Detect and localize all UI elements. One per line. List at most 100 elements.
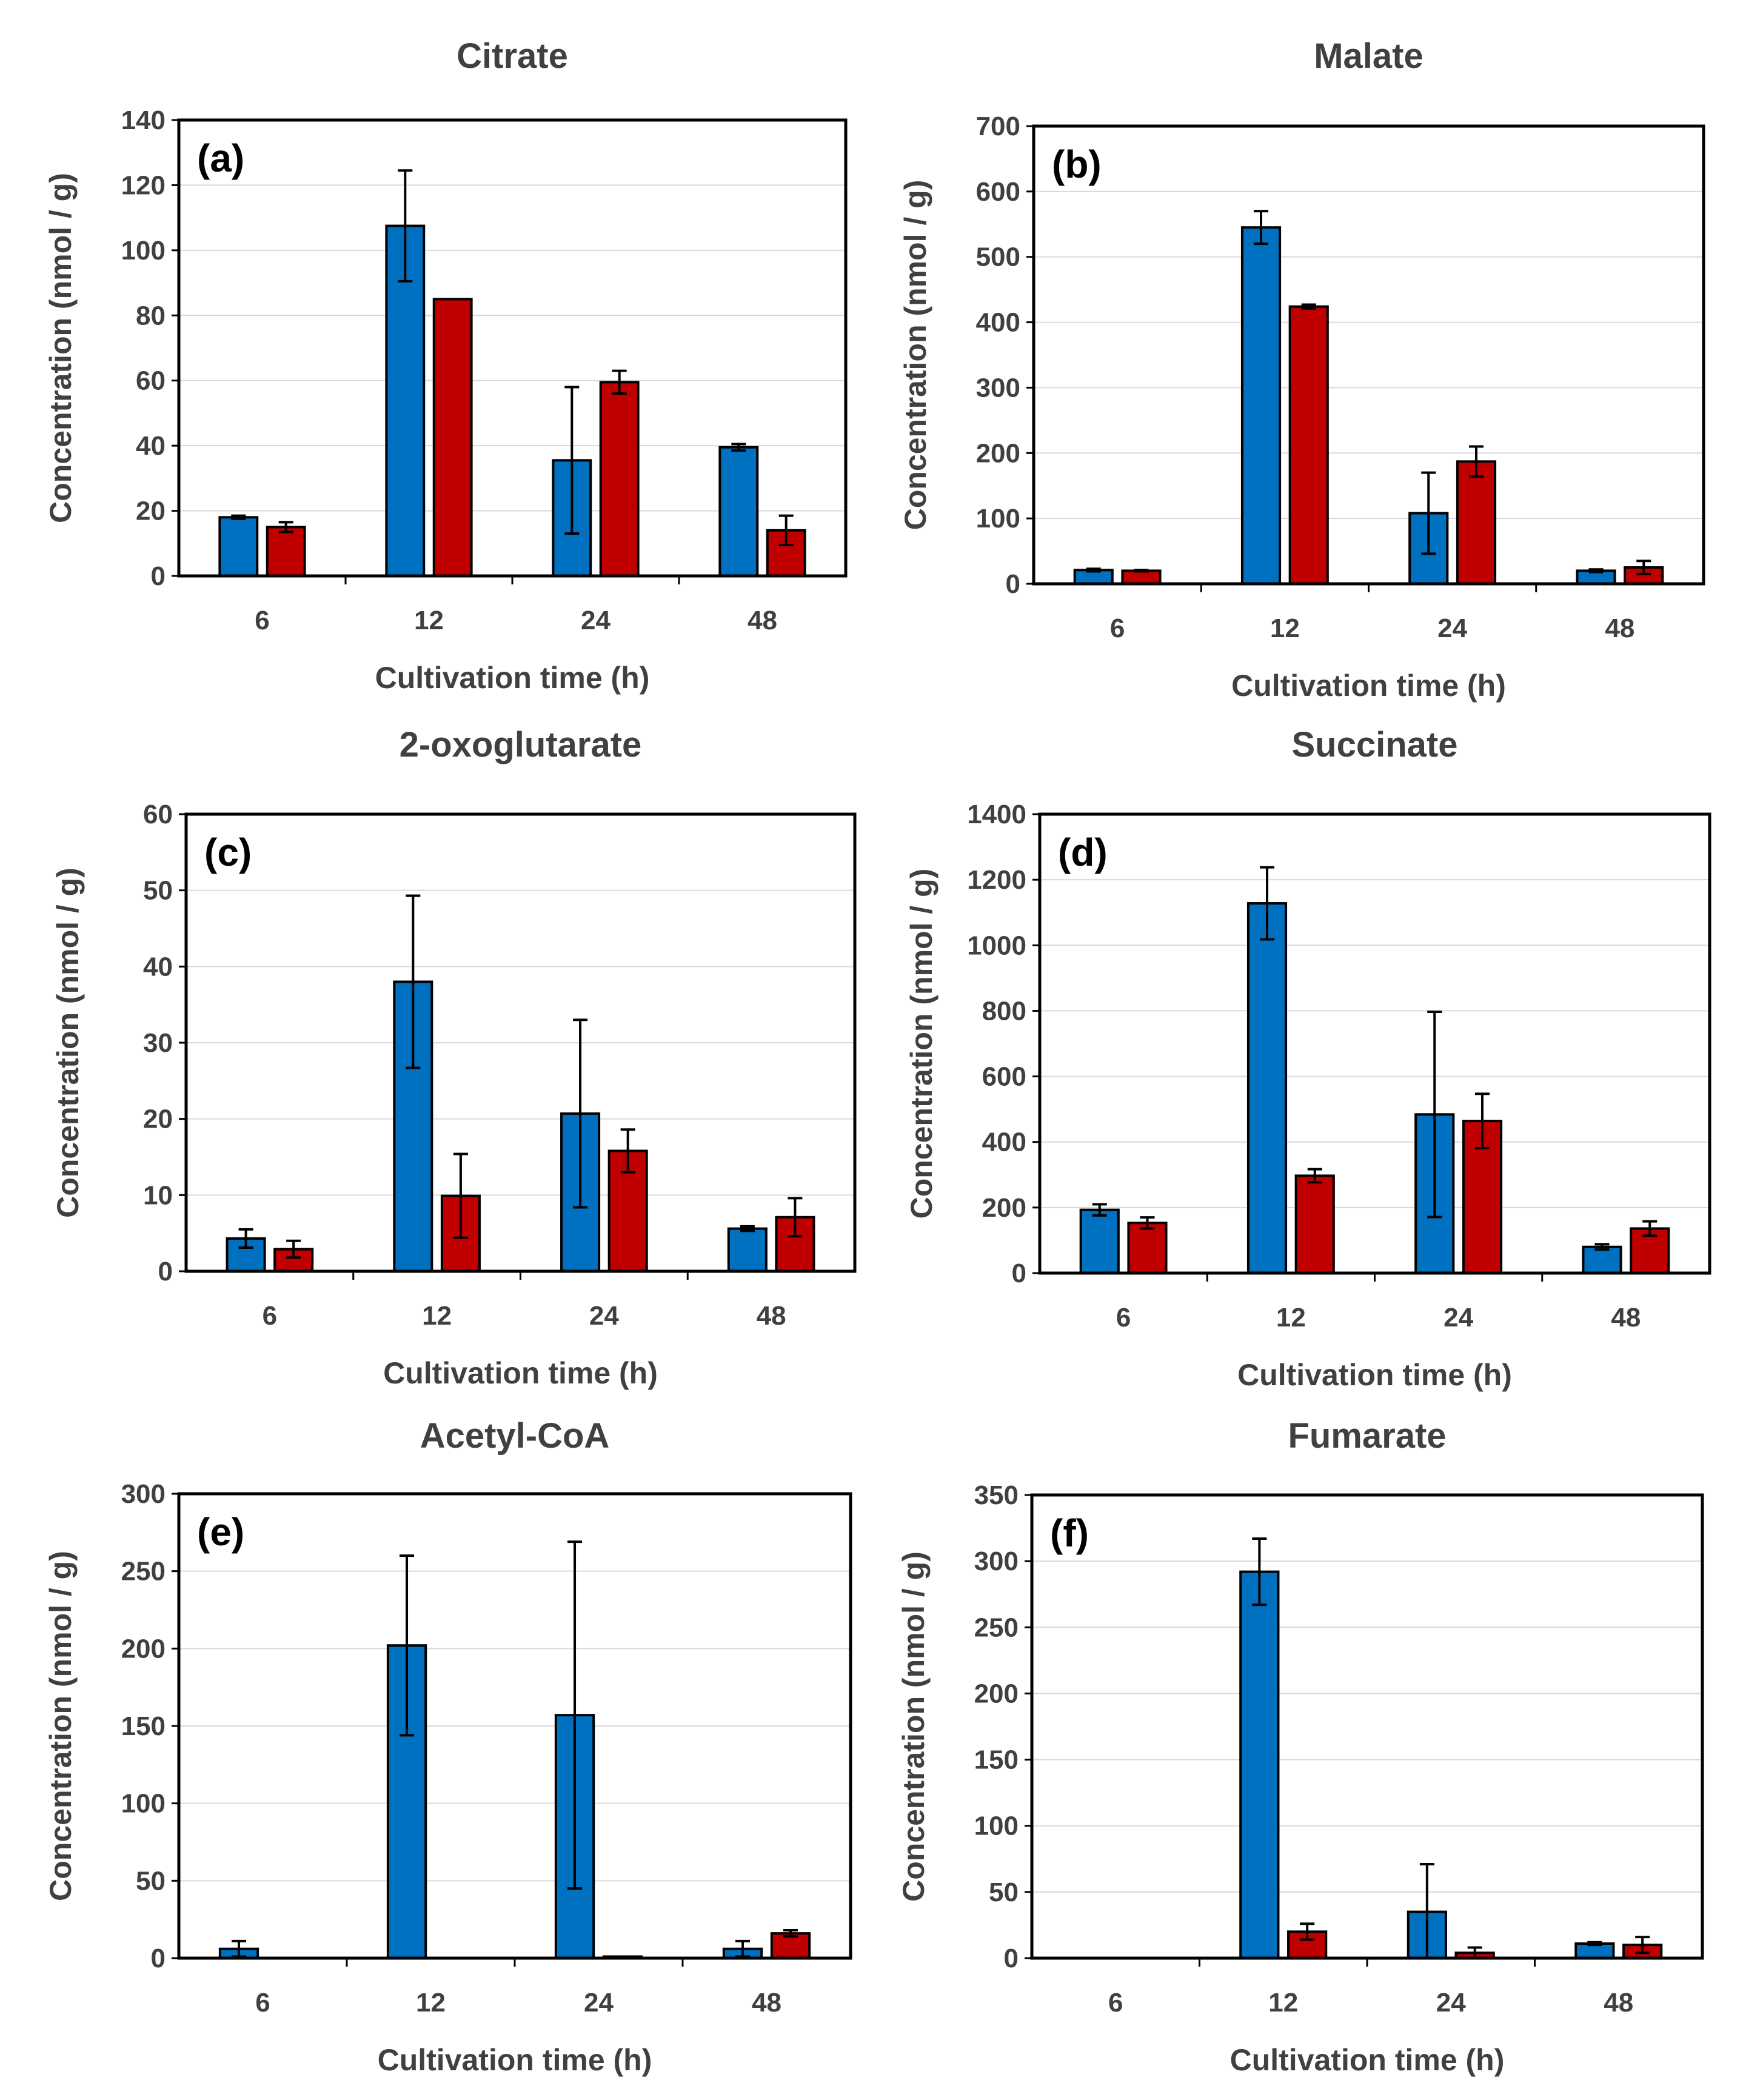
chart-title: Acetyl-CoA	[420, 1416, 610, 1456]
y-tick-label: 1200	[967, 865, 1026, 895]
y-axis-label: Concentration (nmol / g)	[44, 173, 78, 523]
error-bar-series1-48h	[1594, 1243, 1610, 1251]
error-bar-series1-24h	[1421, 471, 1436, 555]
y-tick-label: 120	[121, 170, 166, 200]
y-tick-label: 600	[982, 1062, 1026, 1092]
plot-frame	[177, 118, 848, 578]
x-tick-label: 48	[752, 1988, 781, 2018]
x-tick-label: 12	[1270, 614, 1300, 643]
x-tick-label: 6	[1110, 614, 1125, 643]
bar-series2-6h	[1127, 1222, 1168, 1275]
error-bar-series2-6h	[286, 1239, 301, 1259]
bar-series1-12h	[1239, 1570, 1280, 1959]
error-bar-series1-24h	[567, 1540, 583, 1890]
bar-series1-48h	[718, 446, 759, 577]
y-tick-label: 400	[982, 1128, 1026, 1157]
y-tick-label: 20	[143, 1105, 173, 1134]
error-bar-series2-24h	[1474, 1092, 1490, 1149]
plot-frame	[1032, 124, 1705, 586]
panel-label: (a)	[197, 136, 244, 180]
bar-series2-6h	[266, 526, 306, 578]
error-bar-series1-48h	[731, 443, 746, 452]
error-bar-series2-12h	[1301, 303, 1316, 310]
x-tick-label: 48	[757, 1301, 786, 1331]
x-tick-label: 24	[589, 1301, 619, 1331]
y-tick-label: 40	[136, 431, 166, 461]
bar-series1-6h	[218, 516, 259, 577]
error-bar-series2-12h	[1307, 1168, 1322, 1184]
y-tick-label: 250	[121, 1557, 166, 1587]
chart-panel-e: 0 50 100 150 200 250 300 6 12 24 48 Acetyl-CoA (e) Cu…	[44, 1416, 852, 2077]
error-bar-series2-24h	[612, 369, 627, 395]
y-tick-label: 140	[121, 105, 166, 135]
x-tick-label: 24	[581, 606, 611, 635]
error-bar-series1-6h	[231, 514, 246, 520]
y-tick-label: 100	[976, 504, 1020, 533]
x-tick-label: 24	[1437, 614, 1467, 643]
x-axis-label: Cultivation time (h)	[375, 661, 650, 695]
x-tick-label: 6	[1116, 1303, 1131, 1333]
y-axis-label: Concentration (nmol / g)	[897, 1551, 931, 1902]
y-tick-label: 60	[136, 366, 166, 396]
error-bar-series2-48h	[1635, 1936, 1650, 1955]
x-tick-label: 48	[1604, 1988, 1633, 2018]
x-tick-label: 48	[1605, 614, 1634, 643]
y-tick-label: 150	[121, 1711, 166, 1741]
bar-series1-48h	[727, 1227, 768, 1273]
y-tick-label: 300	[121, 1479, 166, 1509]
x-axis-label: Cultivation time (h)	[1231, 669, 1506, 703]
error-bar-series2-48h	[788, 1197, 803, 1238]
y-tick-label: 200	[974, 1679, 1019, 1708]
x-tick-label: 48	[1611, 1303, 1641, 1333]
error-bar-series1-48h	[1588, 568, 1604, 573]
y-tick-label: 100	[974, 1811, 1019, 1841]
error-bar-series2-48h	[1636, 560, 1651, 575]
error-bar-series1-12h	[1260, 866, 1275, 941]
y-tick-label: 50	[143, 876, 173, 906]
x-tick-label: 6	[263, 1301, 277, 1331]
y-tick-label: 150	[974, 1745, 1019, 1775]
y-tick-label: 700	[976, 112, 1020, 141]
chart-panel-b: 0 100 200 300 400 500 600 700 6 12 24 48 Malate (b) Cu…	[898, 36, 1705, 703]
panel-label: (e)	[197, 1510, 244, 1554]
y-tick-label: 200	[982, 1193, 1026, 1223]
bar-series2-6h	[1121, 569, 1162, 586]
error-bar-series2-24h	[620, 1128, 635, 1174]
x-tick-label: 24	[1444, 1303, 1473, 1333]
y-tick-label: 200	[976, 438, 1020, 468]
x-tick-label: 24	[1436, 1988, 1466, 2018]
error-bar-series2-48h	[1642, 1220, 1658, 1237]
error-bar-series1-48h	[1587, 1941, 1602, 1947]
y-tick-label: 50	[136, 1866, 166, 1896]
bar-series2-12h	[1294, 1174, 1335, 1274]
bar-series1-12h	[1246, 902, 1288, 1275]
error-bar-series1-24h	[564, 386, 580, 535]
x-axis-label: Cultivation time (h)	[378, 2043, 652, 2077]
y-tick-label: 0	[1012, 1259, 1026, 1288]
y-tick-label: 0	[151, 561, 166, 591]
error-bar-series2-12h	[1300, 1922, 1315, 1941]
panel-label: (d)	[1058, 831, 1108, 874]
bar-series2-24h	[599, 381, 640, 578]
bar-series2-6h	[273, 1248, 314, 1272]
y-tick-label: 0	[158, 1257, 173, 1286]
error-bar-series2-48h	[783, 1929, 798, 1938]
error-bar-series1-6h	[1092, 1203, 1107, 1217]
plot-frame	[184, 812, 857, 1273]
x-tick-label: 6	[255, 606, 269, 635]
chart-panel-a: 0 20 40 60 80 100 120 140 6 12 24 48 Citrate (a) Culti…	[44, 36, 848, 695]
error-bar-series1-12h	[398, 169, 413, 283]
x-tick-label: 6	[1108, 1988, 1123, 2018]
y-axis-label: Concentration (nmol / g)	[44, 1551, 78, 1901]
y-axis-label: Concentration (nmol / g)	[905, 869, 938, 1219]
y-tick-label: 1000	[967, 931, 1026, 960]
panel-label: (f)	[1050, 1511, 1089, 1555]
bar-series2-24h	[1456, 460, 1497, 585]
x-tick-label: 12	[414, 606, 444, 635]
error-bar-series1-48h	[740, 1225, 755, 1232]
y-tick-label: 300	[974, 1547, 1019, 1576]
chart-title: 2-oxoglutarate	[400, 725, 642, 764]
error-bar-series1-48h	[735, 1939, 751, 1958]
error-bar-series2-6h	[278, 521, 293, 533]
error-bar-series1-12h	[1254, 210, 1269, 246]
